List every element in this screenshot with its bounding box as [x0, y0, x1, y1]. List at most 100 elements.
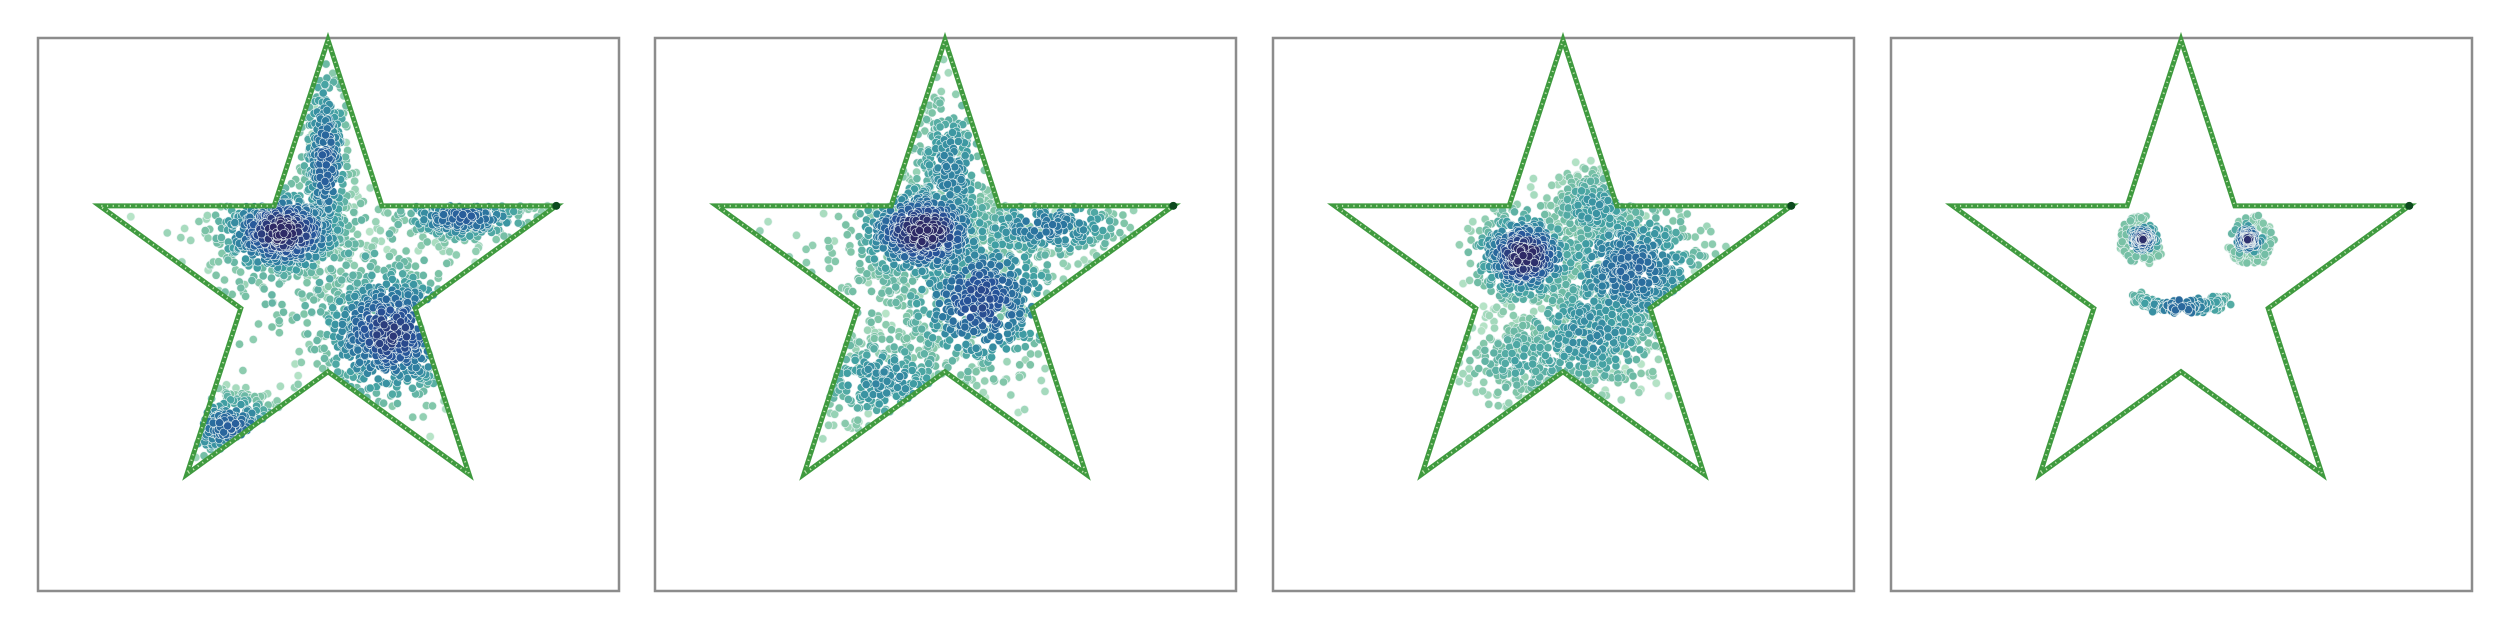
scatter-point [877, 334, 887, 344]
scatter-point [1118, 210, 1128, 220]
scatter-point [976, 285, 986, 295]
scatter-point [834, 212, 843, 221]
scatter-point [293, 371, 303, 381]
scatter-point [247, 276, 257, 285]
scatter-point [422, 237, 432, 247]
scatter-point [1465, 275, 1474, 285]
scatter-point [235, 339, 244, 349]
scatter-point [1571, 157, 1581, 167]
scatter-point [411, 363, 421, 372]
scatter-point [1690, 232, 1700, 242]
scatter-point [356, 198, 366, 208]
scatter-point [466, 211, 476, 221]
scatter-point [853, 415, 863, 425]
scatter-point [925, 278, 935, 288]
scatter-point [1706, 227, 1716, 236]
scatter-point [853, 403, 862, 413]
scatter-point [379, 398, 388, 408]
scatter-point [850, 355, 860, 365]
scatter-point [823, 236, 833, 245]
scatter-point [418, 412, 428, 422]
scatter-point [869, 344, 879, 354]
scatter-point [953, 284, 963, 293]
scatter-point [893, 383, 902, 392]
scatter-point [241, 254, 250, 264]
scatter-point [867, 286, 876, 296]
scatter-point [259, 284, 269, 294]
scatter-point [881, 263, 890, 273]
scatter-point [855, 209, 865, 219]
scatter-point [1484, 311, 1494, 320]
scatter-point [409, 279, 418, 289]
scatter-point [1554, 172, 1564, 182]
scatter-point [895, 372, 905, 381]
scatter-point [1020, 252, 1029, 262]
scatter-point [318, 88, 328, 98]
scatter-point [337, 275, 347, 285]
scatter-point [899, 275, 909, 285]
scatter-point [341, 260, 351, 270]
scatter-point [1090, 223, 1100, 233]
scatter-point [1025, 360, 1035, 370]
scatter-point [1700, 240, 1710, 250]
scatter-point [1485, 333, 1495, 343]
scatter-point [977, 303, 987, 313]
scatter-point [352, 278, 362, 288]
scatter-point [989, 374, 998, 384]
scatter-point [948, 316, 958, 326]
scatter-point [1616, 395, 1626, 405]
scatter-panel-2 [653, 31, 1238, 593]
scatter-point [973, 180, 983, 190]
scatter-point [312, 336, 322, 345]
scatter-point [236, 267, 245, 277]
scatter-point [871, 379, 881, 389]
scatter-point [211, 270, 221, 280]
scatter-point [792, 230, 801, 240]
scatter-point [471, 246, 481, 256]
scatter-point [376, 307, 386, 317]
scatter-point [943, 68, 953, 78]
scatter-point [990, 223, 1000, 233]
scatter-point [254, 319, 263, 329]
scatter-point [349, 207, 359, 217]
scatter-point [267, 322, 277, 332]
scatter-point [938, 312, 948, 322]
scatter-point [1013, 344, 1023, 353]
scatter-point [1022, 285, 1032, 295]
scatter-point [1105, 216, 1115, 226]
scatter-point [863, 364, 873, 374]
scatter-point [202, 211, 212, 220]
scatter-point [315, 267, 325, 277]
scatter-point [223, 255, 233, 265]
scatter-point [923, 225, 932, 235]
scatter-point [385, 229, 394, 239]
scatter-point [1074, 218, 1084, 228]
scatter-point [230, 218, 240, 227]
scatter-point [353, 229, 362, 239]
scatter-point [299, 309, 309, 319]
scatter-point [395, 261, 405, 271]
scatter-panel-1 [36, 31, 621, 593]
scatter-point [842, 230, 852, 240]
scatter-point [293, 379, 303, 389]
scatter-point [908, 276, 917, 286]
scatter-point [972, 381, 982, 390]
scatter-point [928, 234, 937, 243]
scatter-point [434, 269, 443, 279]
scatter-point [1484, 399, 1494, 409]
scatter-point [267, 290, 277, 300]
scatter-point [951, 89, 961, 99]
scatter-point [1021, 263, 1031, 272]
scatter-point [238, 366, 248, 375]
scatter-point [321, 160, 331, 170]
scatter-point [1001, 227, 1011, 237]
scatter-point [1002, 258, 1012, 268]
scatter-point [855, 259, 865, 269]
scatter-point [1040, 386, 1050, 396]
scatter-point [971, 367, 981, 377]
scatter-point [862, 269, 872, 279]
scatter-point [348, 270, 358, 280]
scatter-point [1041, 227, 1051, 237]
scatter-point [860, 389, 869, 399]
scatter-point [302, 318, 312, 328]
